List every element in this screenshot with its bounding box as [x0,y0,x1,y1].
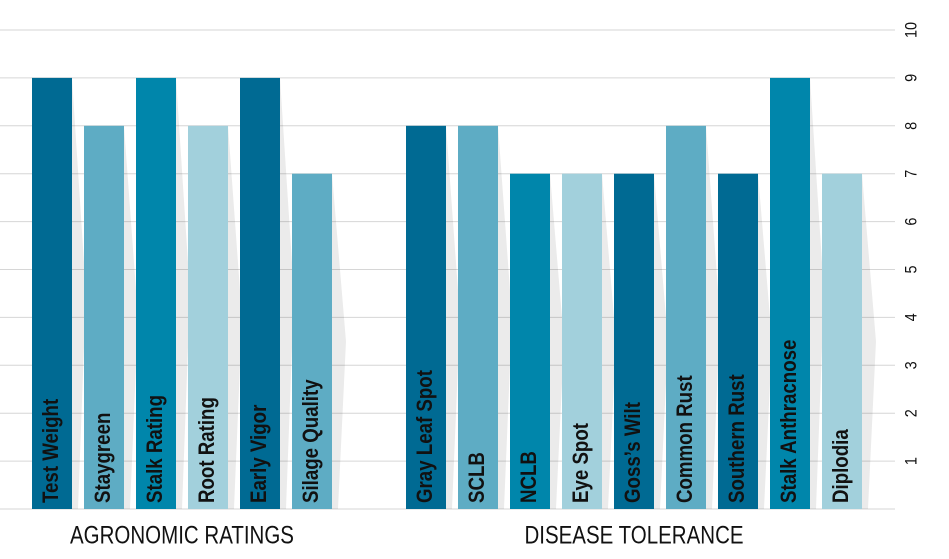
bar [614,173,654,509]
bar-shadow [176,77,190,510]
bar-shadow [332,173,346,509]
bar-shadow [124,125,138,510]
bar [822,173,862,509]
bar-shadow [810,77,824,510]
category-label: Early Vigor [247,405,271,503]
bar [406,125,446,510]
category-label: Silage Quality [299,379,323,503]
bar-shadow [602,173,616,509]
bar [458,125,498,510]
bar [240,77,280,510]
category-label: Southern Rust [725,374,749,503]
category-label: Stalk Rating [143,395,167,503]
y-tick-label: 7 [902,170,920,178]
y-tick-label: 4 [902,313,920,321]
bar-shadow [228,125,242,510]
bar-shadow [72,77,86,510]
y-tick-label: 9 [902,74,920,82]
category-label: Root Rating [195,397,219,503]
category-label: Common Rust [673,375,697,503]
y-tick-label: 2 [902,409,920,417]
bar-shadow [654,173,668,509]
y-tick-label: 3 [902,361,920,369]
bar-shadow [758,173,772,509]
group-label: AGRONOMIC RATINGS [70,521,294,549]
bar [84,125,124,510]
bar [32,77,72,510]
category-label: Diplodia [829,429,853,503]
category-label: Gray Leaf Spot [413,370,437,503]
group-label: DISEASE TOLERANCE [524,521,743,549]
bar [292,173,332,509]
category-label: Staygreen [91,413,115,503]
bar [770,77,810,510]
y-tick-label: 8 [902,122,920,130]
category-label: Stalk Anthracnose [777,340,801,503]
bar [188,125,228,510]
category-label: NCLB [517,451,541,503]
y-tick-label: 10 [902,22,920,38]
y-tick-label: 6 [902,217,920,225]
category-label: Eye Spot [569,423,593,503]
bar [562,173,602,509]
bar-shadow [706,125,720,510]
bar-shadow [550,173,564,509]
category-label: SCLB [465,452,489,503]
bar-shadow [280,77,294,510]
bar [666,125,706,510]
bar [510,173,550,509]
bar [718,173,758,509]
bar [136,77,176,510]
y-tick-label: 1 [902,457,920,465]
bar-shadow [862,173,876,509]
category-label: Goss’s Wilt [621,402,645,503]
bar-shadow [446,125,460,510]
category-label: Test Weight [39,399,63,503]
bar-shadow [498,125,512,510]
y-tick-label: 5 [902,265,920,273]
